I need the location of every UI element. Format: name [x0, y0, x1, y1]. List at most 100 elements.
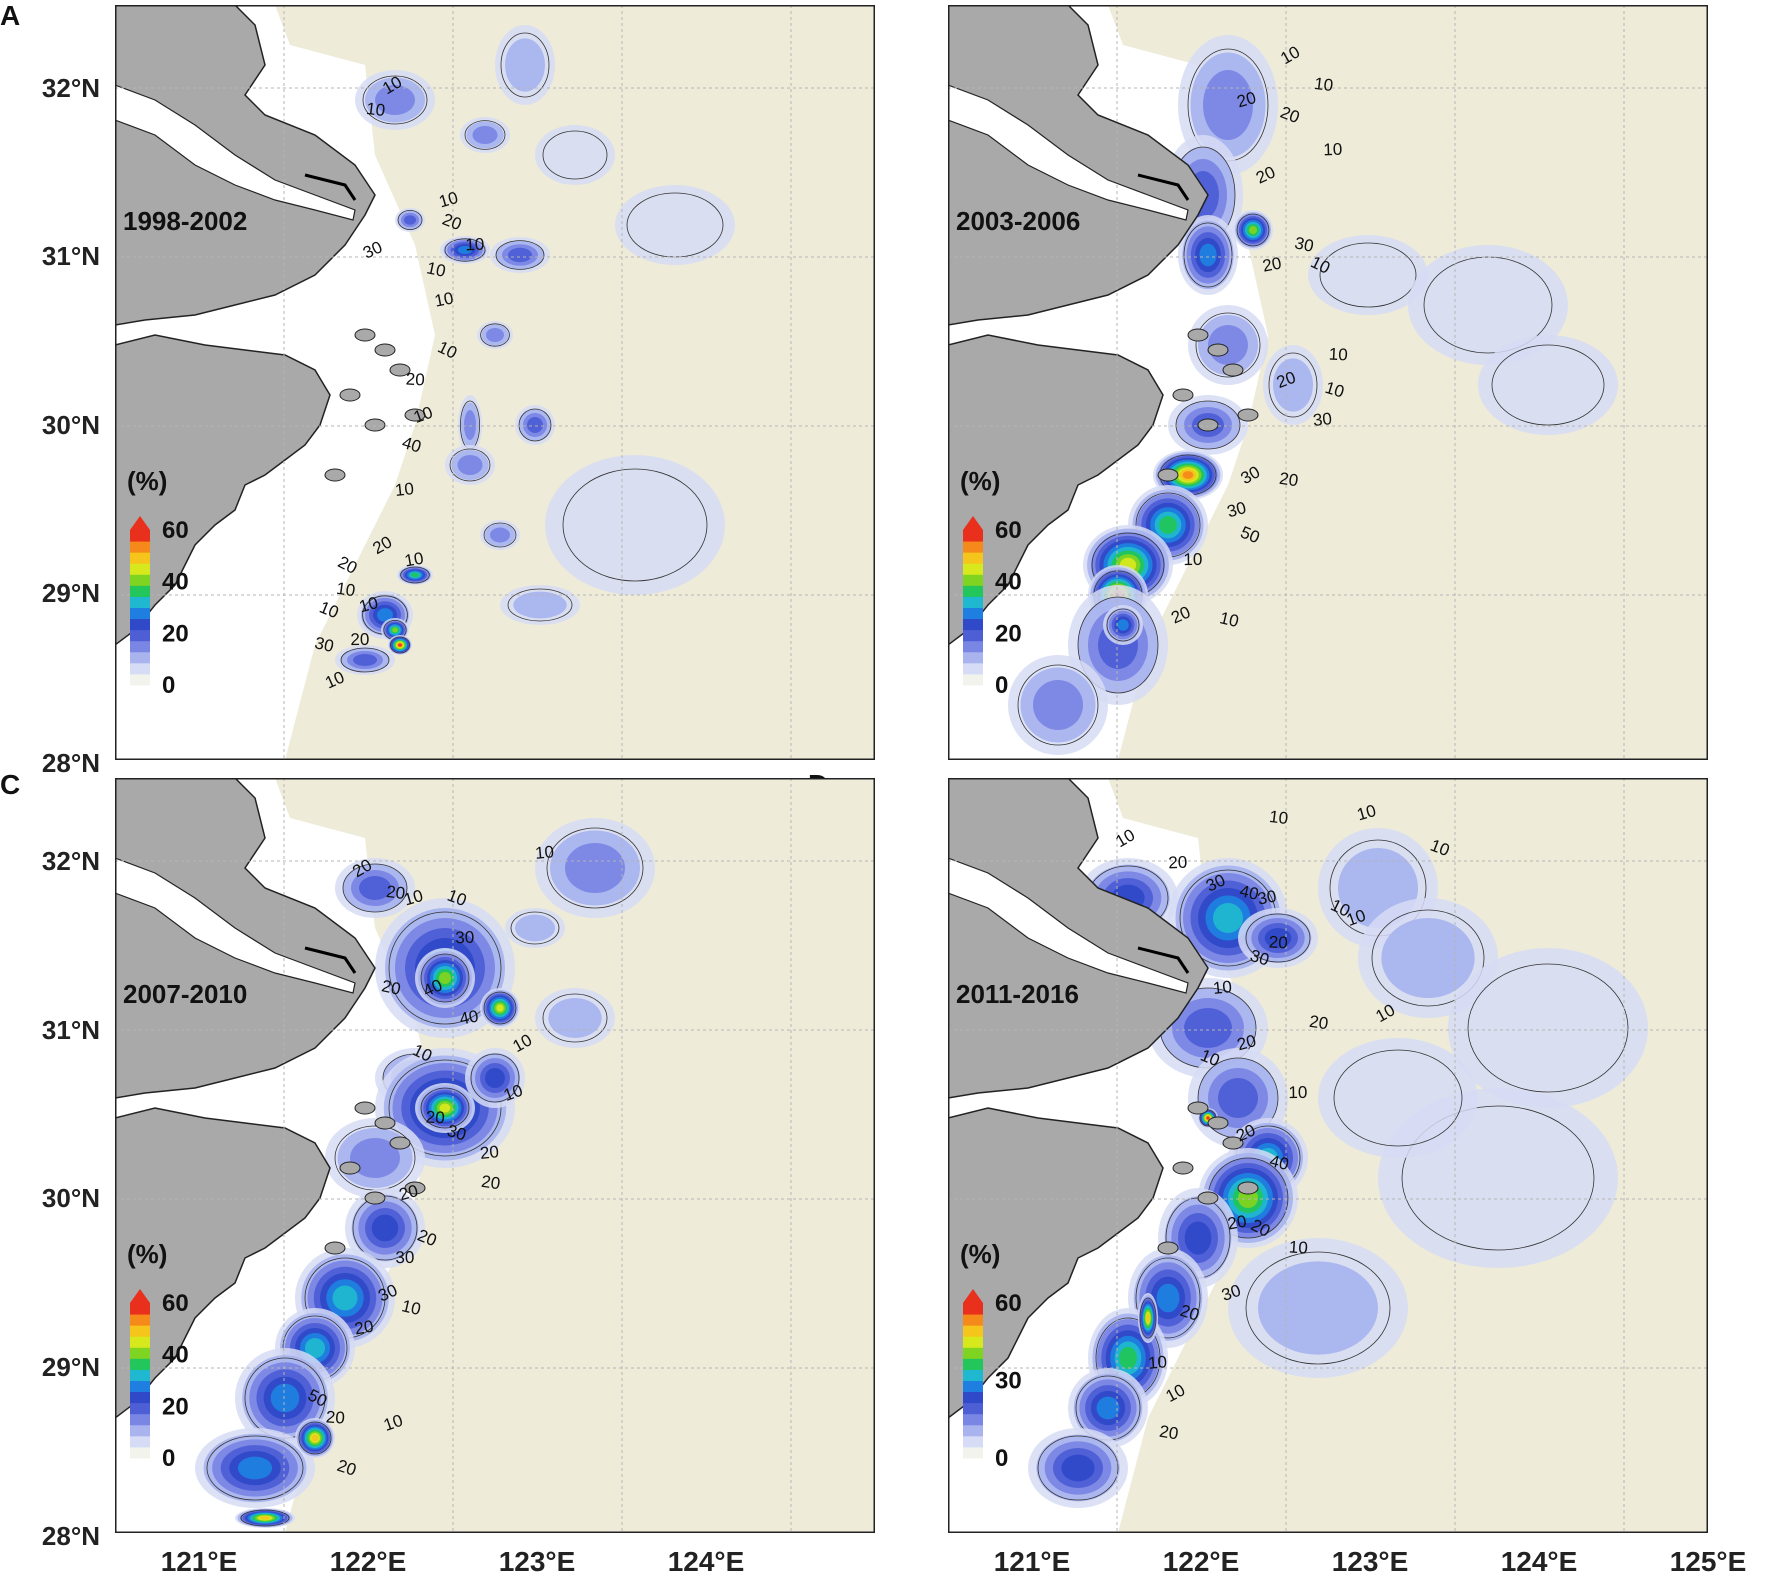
map-panel-a: 10 10 10 20 10 30 10 10 10 20 10 40 10 20 10 10 10 20 10 30… — [115, 5, 875, 760]
contour-label: 10 — [1268, 807, 1289, 828]
breakwater — [304, 946, 357, 974]
river-estuary — [115, 84, 356, 221]
colorbar-segment — [130, 541, 150, 553]
concentration-patch — [311, 1434, 319, 1442]
contour-label: 40 — [400, 433, 424, 457]
contour-label: 10 — [1323, 140, 1343, 160]
concentration-patch — [505, 38, 545, 92]
contour-line — [483, 991, 517, 1025]
contour-label: 20 — [325, 1407, 345, 1427]
contour-line — [389, 636, 410, 654]
contour-label: 20 — [350, 630, 369, 649]
contour-line — [1319, 242, 1417, 308]
colorbar-arrow — [963, 1289, 983, 1303]
colorbar-tick-label: 40 — [995, 569, 1022, 596]
colorbar-segment — [963, 1380, 983, 1393]
contour-line — [1333, 1049, 1463, 1147]
contour-line — [240, 1509, 290, 1527]
island — [404, 1181, 426, 1195]
contour-line — [470, 1053, 520, 1103]
colorbar-segment — [130, 607, 150, 620]
contour-label: 20 — [1308, 1012, 1329, 1033]
island — [389, 1136, 411, 1150]
contour-label: 10 — [357, 593, 380, 616]
colorbar-tick-label: 0 — [995, 1445, 1008, 1472]
concentration-patch — [527, 417, 543, 433]
colorbar-segment — [130, 1303, 150, 1315]
contour-line — [518, 408, 552, 442]
concentration-patch — [1258, 1261, 1378, 1355]
concentration-patch — [404, 215, 416, 225]
colorbar-segment — [963, 1303, 983, 1315]
contour-label: 10 — [403, 549, 425, 571]
concentration-patch — [350, 1138, 400, 1178]
contour-line — [1467, 963, 1629, 1093]
river-estuary — [115, 857, 356, 994]
island — [1197, 1191, 1219, 1205]
lon-label-125e-right: 125°E — [1669, 1546, 1747, 1577]
colorbar-unit-label: (%) — [960, 466, 1000, 496]
concentration-patch — [353, 654, 377, 666]
contour-line — [1245, 1251, 1391, 1365]
colorbar-tick-label: 20 — [162, 1393, 189, 1420]
contour-line — [362, 75, 428, 125]
contour-label: 30 — [395, 1248, 414, 1267]
colorbar-segment — [963, 1358, 983, 1370]
lat-label-31n-top: 31°N — [41, 241, 100, 271]
colorbar-segment — [130, 1336, 150, 1348]
concentration-patch — [485, 1068, 505, 1088]
colorbar-segment — [130, 1358, 150, 1370]
concentration-patch — [457, 455, 483, 475]
colorbar-segment — [130, 1435, 150, 1448]
colorbar-segment — [130, 1314, 150, 1326]
lon-label-124e-right: 124°E — [1500, 1546, 1578, 1577]
colorbar-segment — [963, 662, 983, 675]
contour-line — [546, 827, 644, 909]
contour-line — [342, 863, 408, 913]
concentration-patch — [439, 1103, 451, 1113]
island — [1172, 1161, 1194, 1175]
colorbar-segment — [130, 530, 150, 542]
island — [1237, 408, 1259, 422]
concentration-patch — [1218, 1078, 1258, 1118]
concentration-patch — [1264, 928, 1292, 948]
concentration-patch — [392, 627, 398, 633]
contour-label: 30 — [313, 633, 336, 656]
contour-line — [449, 448, 491, 482]
colorbar-segment — [963, 1435, 983, 1448]
contour-label: 10 — [335, 579, 356, 600]
concentration-patch — [270, 1383, 300, 1413]
concentration-patch — [305, 1338, 325, 1358]
contour-line — [206, 1435, 304, 1501]
island — [1187, 328, 1209, 342]
contour-line — [1135, 1257, 1201, 1339]
contour-label: 20 — [1168, 853, 1188, 873]
map-panel-d: 10 10 10 10 20 30 40 30 10 20 10 30 10 10 20 20 10 10 20 40… — [948, 778, 1708, 1533]
island — [1187, 1101, 1209, 1115]
concentration-patch — [535, 125, 615, 185]
concentration-patch — [515, 914, 555, 942]
island — [1237, 1181, 1259, 1195]
river-estuary — [948, 857, 1189, 994]
island — [1207, 1116, 1229, 1130]
contour-line — [1491, 344, 1605, 426]
island — [374, 1116, 396, 1130]
island — [324, 468, 346, 482]
concentration-patch — [359, 876, 391, 900]
contour-label: 40 — [458, 1006, 480, 1028]
concentration-patch — [1182, 471, 1194, 479]
colorbar-segment — [130, 1380, 150, 1393]
island — [1197, 418, 1219, 432]
colorbar-segment — [963, 1402, 983, 1415]
land — [948, 5, 1209, 646]
concentration-patch — [1156, 1283, 1180, 1313]
concentration-patch — [1184, 1221, 1212, 1255]
lon-label-122e-right: 122°E — [1162, 1546, 1240, 1577]
contour-label: 20 — [1235, 88, 1258, 111]
contour-line — [542, 993, 608, 1043]
colorbar-segment — [130, 1347, 150, 1359]
colorbar-segment — [963, 1314, 983, 1326]
lat-label-30n-bottom: 30°N — [41, 1183, 100, 1213]
concentration-patch — [1408, 245, 1568, 365]
